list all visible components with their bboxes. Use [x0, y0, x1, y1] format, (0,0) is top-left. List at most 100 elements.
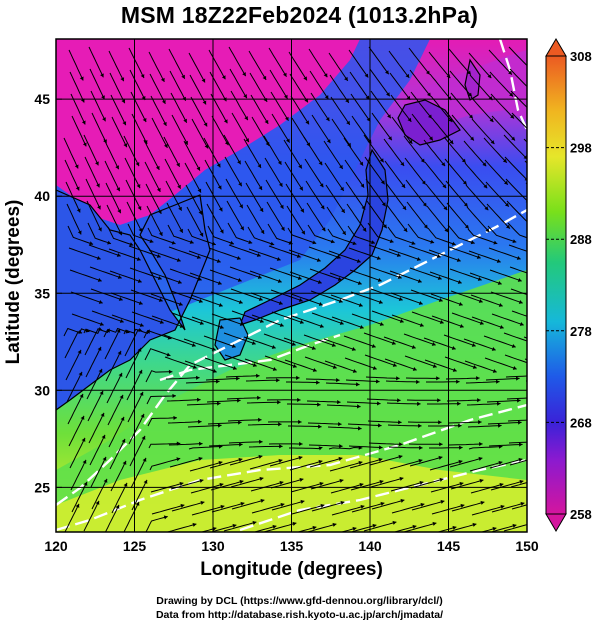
streamline-arrowhead	[504, 180, 508, 185]
streamline	[348, 247, 381, 260]
streamline	[171, 312, 204, 325]
streamline-arrowhead	[303, 76, 307, 81]
streamline-arrowhead	[432, 364, 437, 368]
streamline	[508, 244, 527, 252]
streamline	[445, 377, 480, 380]
streamline	[289, 73, 309, 103]
streamline-arrowhead	[352, 241, 357, 246]
streamline-arrowhead	[312, 525, 317, 530]
streamline-arrowhead	[378, 423, 382, 428]
streamline-arrowhead	[483, 184, 488, 189]
streamline	[151, 117, 168, 149]
streamline	[505, 178, 527, 202]
streamline-arrowhead	[75, 186, 80, 191]
streamline-arrowhead	[347, 142, 351, 147]
streamline-arrowhead	[511, 344, 516, 348]
streamline	[229, 455, 263, 466]
map-title: MSM 18Z22Feb2024 (1013.2hPa)	[120, 2, 479, 28]
streamline	[389, 459, 423, 470]
streamline	[388, 248, 421, 261]
streamline-arrowhead	[430, 239, 435, 244]
streamline-arrowhead	[85, 328, 90, 333]
streamline-arrowhead	[378, 300, 383, 304]
streamline	[448, 246, 481, 259]
streamline-arrowhead	[300, 499, 305, 504]
streamline-arrowhead	[270, 241, 275, 246]
streamline-arrowhead	[217, 281, 222, 285]
streamline-arrowhead	[319, 183, 324, 188]
streamline	[388, 50, 410, 79]
streamline-arrowhead	[218, 303, 223, 307]
streamline-arrowhead	[518, 457, 523, 462]
streamline-arrowhead	[217, 401, 221, 406]
streamline-arrowhead	[439, 477, 444, 482]
streamline	[369, 266, 402, 279]
streamline-arrowhead	[477, 398, 481, 403]
streamline-arrowhead	[492, 369, 497, 373]
streamline-arrowhead	[387, 114, 391, 119]
streamline	[344, 357, 377, 370]
streamline-arrowhead	[400, 162, 405, 166]
streamline-arrowhead	[512, 366, 517, 370]
streamline	[284, 359, 317, 372]
streamline-arrowhead	[456, 379, 460, 384]
streamline-arrowhead	[230, 240, 234, 245]
streamline-arrowhead	[299, 186, 303, 191]
streamline-arrowhead	[539, 297, 543, 301]
streamline-arrowhead	[436, 254, 441, 258]
streamline-arrowhead	[217, 185, 222, 190]
streamline	[269, 69, 288, 99]
streamline	[329, 74, 350, 104]
streamline	[409, 456, 443, 467]
streamline-arrowhead	[398, 297, 403, 301]
streamline	[330, 483, 364, 494]
streamline-arrowhead	[137, 279, 142, 283]
streamline	[211, 502, 245, 513]
streamline	[386, 204, 408, 233]
streamline	[426, 205, 449, 233]
streamline	[88, 46, 104, 78]
streamline	[511, 112, 527, 130]
streamline-arrowhead	[365, 95, 370, 100]
contour-line	[239, 458, 527, 532]
streamline-arrowhead	[436, 376, 440, 381]
streamline	[428, 249, 461, 262]
streamline	[346, 401, 381, 405]
streamline-arrowhead	[359, 325, 364, 329]
streamline-arrowhead	[364, 73, 369, 78]
streamline-arrowhead	[380, 501, 385, 506]
streamline-arrowhead	[198, 210, 203, 215]
streamline	[308, 246, 341, 259]
streamline	[371, 310, 404, 323]
streamline-arrowhead	[518, 300, 523, 304]
streamline	[466, 403, 501, 406]
streamline	[249, 459, 283, 470]
streamline-arrowhead	[218, 207, 223, 212]
streamline-arrowhead	[116, 187, 120, 192]
streamline	[289, 446, 323, 450]
streamline-arrowhead	[259, 476, 264, 481]
streamline	[228, 244, 261, 257]
streamline-arrowhead	[298, 455, 303, 460]
streamline	[208, 443, 243, 447]
streamline-arrowhead	[441, 162, 446, 167]
streamline	[509, 459, 527, 466]
streamline	[64, 331, 83, 359]
streamline-arrowhead	[490, 140, 495, 144]
streamline-arrowhead	[278, 458, 283, 463]
streamline-arrowhead	[123, 482, 128, 487]
streamline	[104, 328, 121, 360]
streamline	[123, 135, 140, 167]
streamline	[490, 291, 523, 304]
streamline	[67, 225, 94, 245]
streamline	[489, 71, 514, 97]
streamline-arrowhead	[458, 302, 463, 306]
streamline-arrowhead	[279, 323, 284, 327]
streamline	[191, 505, 225, 516]
streamline-arrowhead	[359, 482, 364, 487]
streamline-arrowhead	[459, 481, 464, 486]
streamline	[230, 288, 263, 301]
streamline-arrowhead	[240, 226, 244, 231]
streamline	[69, 71, 85, 103]
streamline	[223, 134, 242, 165]
